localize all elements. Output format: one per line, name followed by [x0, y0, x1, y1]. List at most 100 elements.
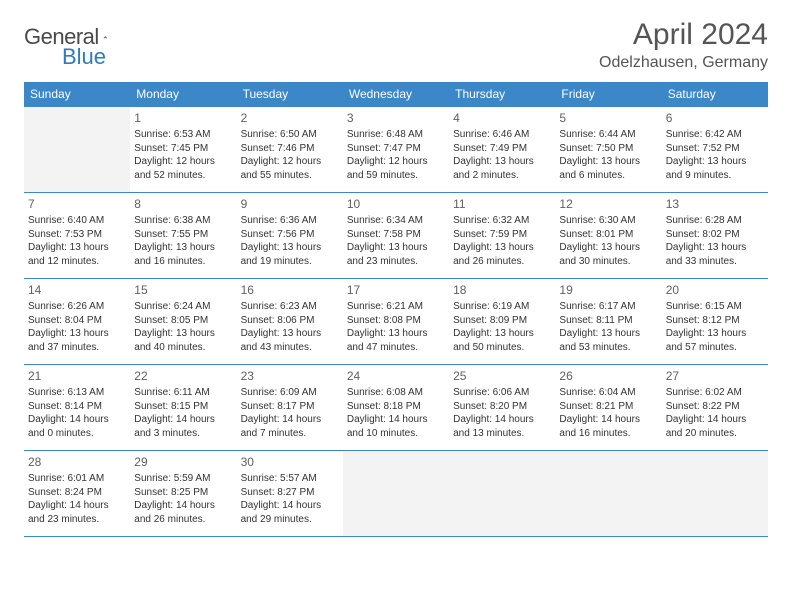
- daylight-line: Daylight: 13 hours: [453, 327, 551, 341]
- day-number: 4: [453, 110, 551, 126]
- dayheader-fri: Friday: [555, 82, 661, 107]
- daylight-line: Daylight: 13 hours: [666, 241, 764, 255]
- daylight-line: and 37 minutes.: [28, 341, 126, 355]
- day-number: 13: [666, 196, 764, 212]
- calendar-day-cell: [555, 451, 661, 537]
- calendar-day-cell: 8Sunrise: 6:38 AMSunset: 7:55 PMDaylight…: [130, 193, 236, 279]
- sunrise-line: Sunrise: 6:32 AM: [453, 214, 551, 228]
- calendar-day-cell: [343, 451, 449, 537]
- daylight-line: Daylight: 14 hours: [241, 413, 339, 427]
- calendar-header-row: Sunday Monday Tuesday Wednesday Thursday…: [24, 82, 768, 107]
- day-number: 28: [28, 454, 126, 470]
- daylight-line: Daylight: 14 hours: [134, 413, 232, 427]
- calendar-day-cell: 28Sunrise: 6:01 AMSunset: 8:24 PMDayligh…: [24, 451, 130, 537]
- daylight-line: and 16 minutes.: [559, 427, 657, 441]
- sunrise-line: Sunrise: 6:09 AM: [241, 386, 339, 400]
- calendar-day-cell: 7Sunrise: 6:40 AMSunset: 7:53 PMDaylight…: [24, 193, 130, 279]
- daylight-line: and 12 minutes.: [28, 255, 126, 269]
- calendar-day-cell: 17Sunrise: 6:21 AMSunset: 8:08 PMDayligh…: [343, 279, 449, 365]
- daylight-line: Daylight: 14 hours: [28, 413, 126, 427]
- daylight-line: Daylight: 13 hours: [666, 155, 764, 169]
- day-number: 29: [134, 454, 232, 470]
- day-number: 3: [347, 110, 445, 126]
- calendar-day-cell: 9Sunrise: 6:36 AMSunset: 7:56 PMDaylight…: [237, 193, 343, 279]
- sunset-line: Sunset: 8:08 PM: [347, 314, 445, 328]
- daylight-line: and 59 minutes.: [347, 169, 445, 183]
- sunset-line: Sunset: 8:01 PM: [559, 228, 657, 242]
- daylight-line: Daylight: 13 hours: [241, 327, 339, 341]
- sunset-line: Sunset: 8:04 PM: [28, 314, 126, 328]
- sunrise-line: Sunrise: 6:01 AM: [28, 472, 126, 486]
- day-number: 18: [453, 282, 551, 298]
- daylight-line: and 47 minutes.: [347, 341, 445, 355]
- calendar-day-cell: 27Sunrise: 6:02 AMSunset: 8:22 PMDayligh…: [662, 365, 768, 451]
- day-number: 6: [666, 110, 764, 126]
- month-title: April 2024: [599, 18, 768, 52]
- daylight-line: and 7 minutes.: [241, 427, 339, 441]
- sunrise-line: Sunrise: 5:59 AM: [134, 472, 232, 486]
- daylight-line: Daylight: 14 hours: [559, 413, 657, 427]
- day-number: 27: [666, 368, 764, 384]
- daylight-line: Daylight: 14 hours: [453, 413, 551, 427]
- sunset-line: Sunset: 8:21 PM: [559, 400, 657, 414]
- calendar-day-cell: [24, 107, 130, 193]
- sunrise-line: Sunrise: 6:40 AM: [28, 214, 126, 228]
- day-number: 19: [559, 282, 657, 298]
- sunset-line: Sunset: 7:50 PM: [559, 142, 657, 156]
- calendar-day-cell: 14Sunrise: 6:26 AMSunset: 8:04 PMDayligh…: [24, 279, 130, 365]
- daylight-line: Daylight: 13 hours: [28, 327, 126, 341]
- calendar-week-row: 1Sunrise: 6:53 AMSunset: 7:45 PMDaylight…: [24, 107, 768, 193]
- calendar-day-cell: 5Sunrise: 6:44 AMSunset: 7:50 PMDaylight…: [555, 107, 661, 193]
- daylight-line: and 3 minutes.: [134, 427, 232, 441]
- daylight-line: Daylight: 13 hours: [241, 241, 339, 255]
- brand-word2: Blue: [62, 44, 106, 69]
- daylight-line: Daylight: 12 hours: [347, 155, 445, 169]
- daylight-line: Daylight: 13 hours: [559, 327, 657, 341]
- day-number: 24: [347, 368, 445, 384]
- sunset-line: Sunset: 7:49 PM: [453, 142, 551, 156]
- calendar-week-row: 14Sunrise: 6:26 AMSunset: 8:04 PMDayligh…: [24, 279, 768, 365]
- calendar-day-cell: 29Sunrise: 5:59 AMSunset: 8:25 PMDayligh…: [130, 451, 236, 537]
- dayheader-mon: Monday: [130, 82, 236, 107]
- day-number: 21: [28, 368, 126, 384]
- dayheader-tue: Tuesday: [237, 82, 343, 107]
- calendar-day-cell: 11Sunrise: 6:32 AMSunset: 7:59 PMDayligh…: [449, 193, 555, 279]
- day-number: 17: [347, 282, 445, 298]
- sunrise-line: Sunrise: 6:30 AM: [559, 214, 657, 228]
- sunrise-line: Sunrise: 6:21 AM: [347, 300, 445, 314]
- sunset-line: Sunset: 8:25 PM: [134, 486, 232, 500]
- calendar-week-row: 7Sunrise: 6:40 AMSunset: 7:53 PMDaylight…: [24, 193, 768, 279]
- sunrise-line: Sunrise: 6:23 AM: [241, 300, 339, 314]
- calendar-day-cell: 1Sunrise: 6:53 AMSunset: 7:45 PMDaylight…: [130, 107, 236, 193]
- sunset-line: Sunset: 8:17 PM: [241, 400, 339, 414]
- daylight-line: Daylight: 13 hours: [134, 241, 232, 255]
- calendar-day-cell: 15Sunrise: 6:24 AMSunset: 8:05 PMDayligh…: [130, 279, 236, 365]
- calendar-day-cell: 24Sunrise: 6:08 AMSunset: 8:18 PMDayligh…: [343, 365, 449, 451]
- sunset-line: Sunset: 7:45 PM: [134, 142, 232, 156]
- daylight-line: and 52 minutes.: [134, 169, 232, 183]
- sunrise-line: Sunrise: 6:26 AM: [28, 300, 126, 314]
- daylight-line: and 6 minutes.: [559, 169, 657, 183]
- sunrise-line: Sunrise: 6:46 AM: [453, 128, 551, 142]
- daylight-line: Daylight: 13 hours: [28, 241, 126, 255]
- calendar-day-cell: 19Sunrise: 6:17 AMSunset: 8:11 PMDayligh…: [555, 279, 661, 365]
- calendar-day-cell: 23Sunrise: 6:09 AMSunset: 8:17 PMDayligh…: [237, 365, 343, 451]
- sunset-line: Sunset: 7:55 PM: [134, 228, 232, 242]
- day-number: 12: [559, 196, 657, 212]
- sunrise-line: Sunrise: 6:15 AM: [666, 300, 764, 314]
- sunrise-line: Sunrise: 6:11 AM: [134, 386, 232, 400]
- daylight-line: and 43 minutes.: [241, 341, 339, 355]
- day-number: 25: [453, 368, 551, 384]
- sunset-line: Sunset: 8:12 PM: [666, 314, 764, 328]
- sunrise-line: Sunrise: 6:36 AM: [241, 214, 339, 228]
- sunset-line: Sunset: 7:59 PM: [453, 228, 551, 242]
- calendar-day-cell: 4Sunrise: 6:46 AMSunset: 7:49 PMDaylight…: [449, 107, 555, 193]
- title-block: April 2024 Odelzhausen, Germany: [599, 18, 768, 72]
- daylight-line: and 29 minutes.: [241, 513, 339, 527]
- sunset-line: Sunset: 7:46 PM: [241, 142, 339, 156]
- daylight-line: and 23 minutes.: [347, 255, 445, 269]
- sunrise-line: Sunrise: 6:04 AM: [559, 386, 657, 400]
- calendar-day-cell: [449, 451, 555, 537]
- day-number: 10: [347, 196, 445, 212]
- daylight-line: Daylight: 13 hours: [559, 241, 657, 255]
